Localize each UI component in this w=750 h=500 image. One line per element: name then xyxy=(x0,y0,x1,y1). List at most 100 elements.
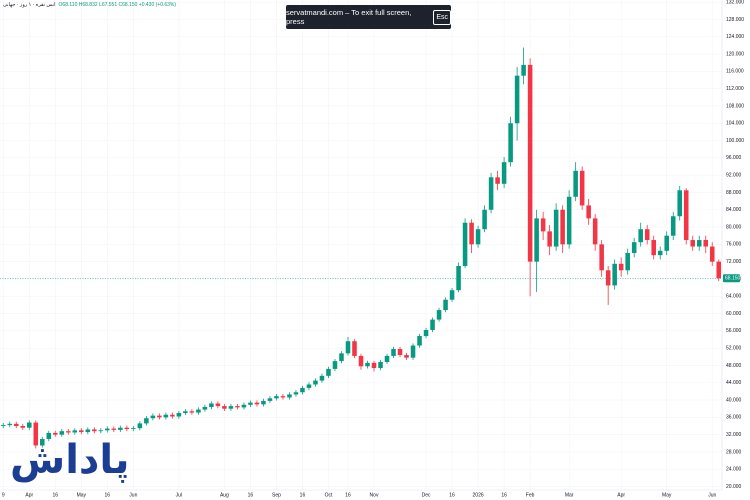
y-tick-label: 32.000 xyxy=(726,432,742,438)
candle-body xyxy=(215,403,221,407)
y-tick-label: 36.000 xyxy=(726,415,742,421)
candle-body xyxy=(547,231,552,247)
symbol-title: انس نقره · ۱ روز · جهانی xyxy=(3,2,56,8)
candle-body xyxy=(144,418,149,424)
candle-body xyxy=(176,413,182,417)
candle-body xyxy=(209,403,214,407)
candle-body xyxy=(495,177,500,184)
y-tick-label: 112.000 xyxy=(726,86,744,92)
y-tick-label: 124.000 xyxy=(726,34,744,40)
candle-body xyxy=(137,423,143,429)
x-tick-label: May xyxy=(662,492,672,498)
esc-key[interactable]: Esc xyxy=(433,9,451,25)
candle-body xyxy=(638,229,643,243)
candle-body xyxy=(397,349,403,356)
x-tick-label: Aug xyxy=(220,492,229,498)
y-tick-label: 44.000 xyxy=(726,380,742,386)
candle-body xyxy=(157,415,162,418)
candle-body xyxy=(462,222,468,266)
candle-body xyxy=(527,64,533,262)
x-tick-label: 2026 xyxy=(473,492,484,498)
candle-body xyxy=(644,229,650,241)
candle-body xyxy=(196,409,201,413)
y-tick-label: 88.000 xyxy=(726,190,742,196)
candle-body xyxy=(0,425,6,426)
candle-body xyxy=(92,429,97,432)
x-tick-label: Jun xyxy=(129,492,137,498)
candle-body xyxy=(293,392,299,395)
candle-body xyxy=(202,406,208,410)
candle-body xyxy=(98,430,104,432)
candle-body xyxy=(618,263,624,271)
candle-body xyxy=(605,270,611,286)
candle-body xyxy=(696,240,702,247)
candle-body xyxy=(26,422,32,428)
candle-body xyxy=(716,261,722,279)
candle-body xyxy=(586,205,591,219)
candle-body xyxy=(579,170,585,206)
candle-body xyxy=(560,209,565,245)
candle-body xyxy=(573,170,578,197)
candle-body xyxy=(319,375,325,381)
y-tick-label: 24.000 xyxy=(726,467,742,473)
candle-body xyxy=(280,396,286,398)
y-tick-label: 20.000 xyxy=(726,484,742,490)
x-tick-label: Dec xyxy=(422,492,431,498)
candle-body xyxy=(254,402,260,405)
x-tick-label: 16 xyxy=(105,492,111,498)
y-tick-label: 96.000 xyxy=(726,155,742,161)
candle-body xyxy=(85,429,91,433)
y-tick-label: 72.000 xyxy=(726,259,742,265)
candle-body xyxy=(326,368,331,376)
candle-body xyxy=(345,341,351,354)
candle-body xyxy=(553,209,559,247)
candle-body xyxy=(40,438,45,446)
candle-body xyxy=(501,162,507,184)
last-price-label: 68.150 xyxy=(725,276,741,282)
candle-body xyxy=(482,209,487,230)
y-tick-label: 108.000 xyxy=(726,103,744,109)
candle-body xyxy=(111,428,117,430)
candle-body xyxy=(189,411,195,413)
candle-body xyxy=(72,430,78,433)
last-price-badge xyxy=(723,274,740,283)
candle-body xyxy=(677,190,682,217)
x-tick-label: Jun xyxy=(708,492,716,498)
candle-body xyxy=(443,299,448,311)
candle-body xyxy=(261,400,266,405)
candle-body xyxy=(378,361,383,369)
candle-body xyxy=(118,427,123,430)
candle-body xyxy=(66,431,71,433)
x-tick-label: 16 xyxy=(300,492,306,498)
x-tick-label: 16 xyxy=(53,492,59,498)
candle-body xyxy=(521,64,526,76)
candle-body xyxy=(183,411,188,414)
candle-body xyxy=(651,240,656,256)
fullscreen-banner: servatmandi.com – To exit full screen, p… xyxy=(286,5,451,29)
candle-body xyxy=(53,432,58,435)
candle-body xyxy=(592,218,598,245)
candle-body xyxy=(274,396,279,399)
candle-body xyxy=(625,253,630,271)
candle-body xyxy=(703,240,709,247)
x-tick-label: Mar xyxy=(565,492,574,498)
candle-body xyxy=(469,222,474,245)
x-tick-label: 16 xyxy=(501,492,507,498)
candle-body xyxy=(352,341,357,356)
candle-body xyxy=(384,355,390,362)
watermark-logo: پاداش xyxy=(10,437,130,483)
candle-body xyxy=(683,190,689,241)
candle-body xyxy=(475,229,481,245)
candle-body xyxy=(105,428,110,431)
candle-body xyxy=(664,235,669,251)
x-tick-label: 16 xyxy=(449,492,455,498)
y-tick-label: 100.000 xyxy=(726,138,744,144)
x-tick-label: 16 xyxy=(248,492,254,498)
candle-body xyxy=(124,427,130,430)
y-tick-label: 80.000 xyxy=(726,224,742,230)
candle-body xyxy=(456,265,461,291)
y-tick-label: 40.000 xyxy=(726,397,742,403)
candle-body xyxy=(612,263,617,286)
candle-body xyxy=(534,218,539,262)
candle-body xyxy=(631,242,637,254)
